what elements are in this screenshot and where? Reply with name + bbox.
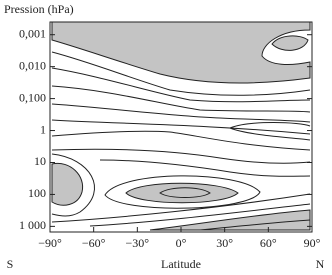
y-tick-label: 1 [40, 122, 46, 136]
contour-line [51, 130, 311, 151]
y-tick-label: 10 [34, 154, 46, 168]
y-tick-label: 0,001 [19, 26, 46, 40]
contour-region [149, 209, 311, 231]
contour-region [51, 21, 311, 84]
contour-line [99, 159, 311, 177]
x-tick-label: 60° [260, 236, 277, 250]
contour-line [51, 103, 311, 123]
contour-region [125, 182, 239, 204]
y-tick-label: 100 [28, 186, 46, 200]
contour-line [51, 85, 311, 113]
x-right-label: N [316, 257, 325, 271]
contour-line [51, 51, 311, 96]
contour-line [51, 148, 311, 164]
y-tick-label: 1 000 [19, 218, 46, 232]
y-tick-label: 0,010 [19, 58, 46, 72]
x-tick-label: 30° [216, 236, 233, 250]
x-tick-label: 90° [304, 236, 321, 250]
contour-line [104, 175, 261, 209]
contours [51, 21, 311, 231]
y-axis-title: Pression (hPa) [4, 2, 74, 16]
contour-line [159, 187, 211, 198]
contour-line [51, 119, 311, 135]
x-tick-label: −30° [126, 236, 150, 250]
contour-line [51, 153, 95, 217]
x-axis-title: Latitude [161, 257, 201, 271]
contour-line [51, 193, 311, 223]
y-tick-label: 0,100 [19, 90, 46, 104]
x-tick-label: −90° [38, 236, 62, 250]
contour-region [271, 35, 309, 51]
x-tick-label: −60° [82, 236, 106, 250]
x-left-label: S [7, 257, 14, 271]
contour-region [51, 162, 84, 206]
contour-line [229, 122, 311, 141]
contour-line [89, 203, 311, 227]
contour-line [199, 219, 311, 231]
x-tick-label: 0° [176, 236, 187, 250]
contour-line [51, 67, 311, 103]
